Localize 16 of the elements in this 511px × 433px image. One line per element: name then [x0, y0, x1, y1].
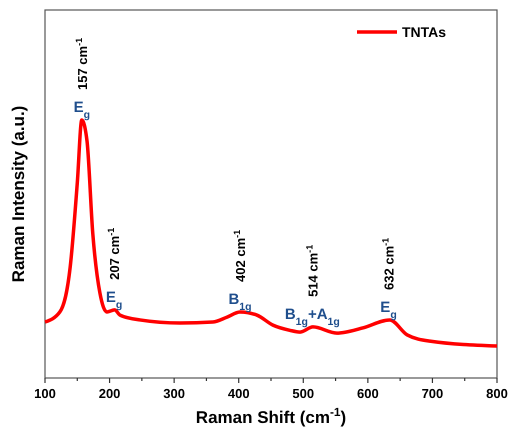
x-axis-title: Raman Shift (cm$^{-1}$)	[196, 405, 346, 427]
x-tick-label: 200	[98, 386, 120, 401]
annotation: E$_{g}$	[106, 288, 122, 311]
x-tick-label: 300	[163, 386, 185, 401]
legend-label: TNTAs	[402, 24, 446, 40]
annotation: E$_{g}$	[74, 99, 90, 121]
x-tick-label: 600	[357, 386, 379, 401]
x-tick-label: 100	[34, 386, 56, 401]
x-tick-label: 700	[422, 386, 444, 401]
annotation: E$_{g}$	[380, 298, 397, 321]
x-tick-label: 500	[292, 386, 314, 401]
x-tick-label: 400	[228, 386, 250, 401]
annotation: B$_{1g}$	[228, 290, 252, 313]
x-tick-label: 800	[486, 386, 508, 401]
y-axis-title: Raman Intensity (a.u.)	[9, 106, 28, 282]
annotation: B$_{1g}$+A$_{1g}$	[284, 306, 340, 328]
